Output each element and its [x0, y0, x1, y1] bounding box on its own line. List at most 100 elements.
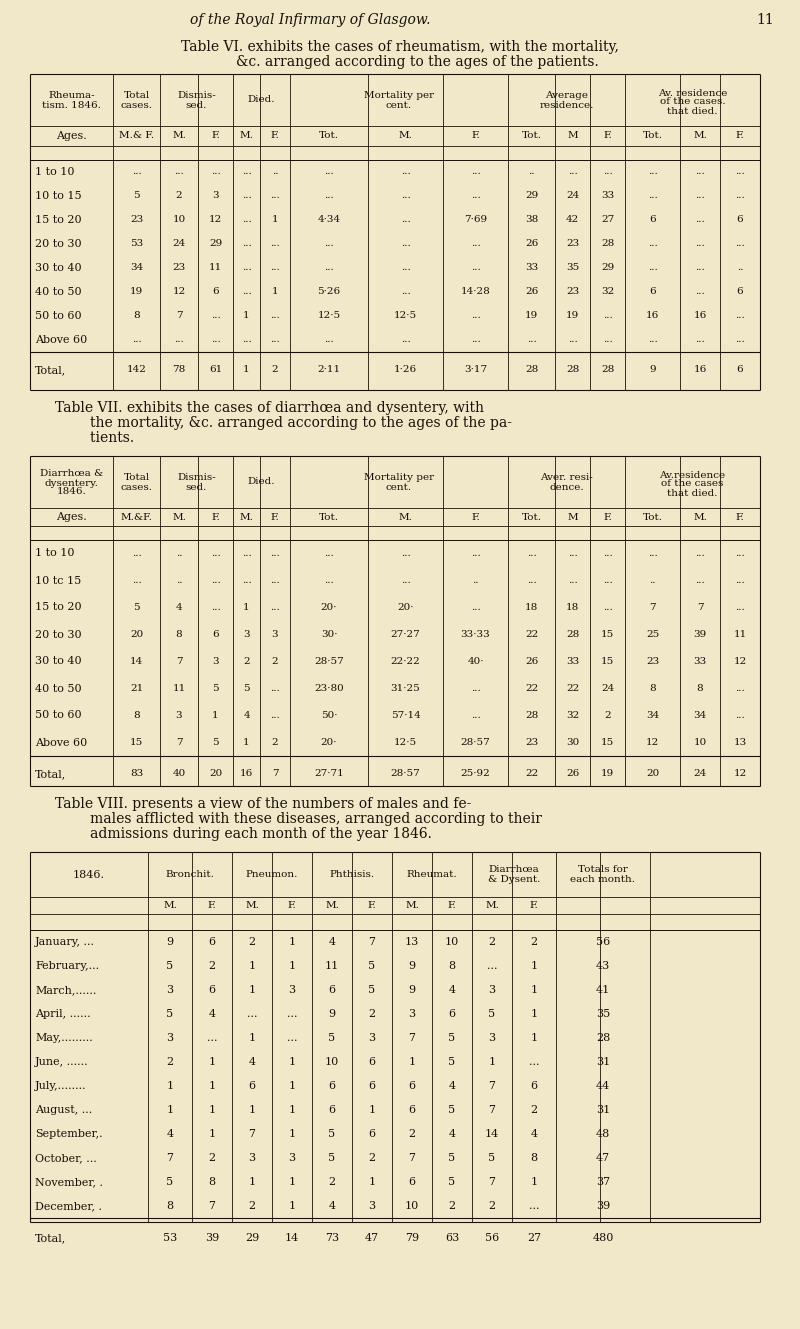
Text: M.: M. [405, 901, 419, 910]
Text: 6: 6 [209, 937, 215, 948]
Text: that died.: that died. [667, 106, 718, 116]
Text: sed.: sed. [186, 482, 207, 492]
Text: 1: 1 [289, 1104, 295, 1115]
Text: 5: 5 [489, 1009, 495, 1019]
Text: 10 tc 15: 10 tc 15 [35, 575, 82, 586]
Text: Dismis-: Dismis- [177, 473, 216, 482]
Text: ...: ... [735, 191, 745, 201]
Text: 20: 20 [130, 630, 143, 639]
Text: 7: 7 [489, 1104, 495, 1115]
Text: 28·57: 28·57 [390, 769, 420, 779]
Text: 39: 39 [205, 1233, 219, 1243]
Text: 83: 83 [130, 769, 143, 779]
Text: Tot.: Tot. [642, 513, 662, 521]
Text: 50 to 60: 50 to 60 [35, 311, 82, 322]
Text: 8: 8 [697, 684, 703, 692]
Text: Total: Total [123, 473, 150, 482]
Text: 1: 1 [212, 711, 219, 720]
Text: 26: 26 [525, 657, 538, 666]
Text: 4: 4 [249, 1057, 255, 1067]
Text: 15 to 20: 15 to 20 [35, 215, 82, 225]
Text: M.: M. [485, 901, 499, 910]
Text: each month.: each month. [570, 874, 635, 884]
Text: Total,: Total, [35, 365, 66, 375]
Text: 3: 3 [409, 1009, 415, 1019]
Text: ...: ... [210, 311, 220, 320]
Text: 15: 15 [601, 738, 614, 747]
Text: of the Royal Infirmary of Glasgow.: of the Royal Infirmary of Glasgow. [190, 13, 430, 27]
Text: 1846.: 1846. [57, 488, 86, 497]
Text: 38: 38 [525, 215, 538, 225]
Text: 6: 6 [530, 1080, 538, 1091]
Text: the mortality, &c. arranged according to the ages of the pa-: the mortality, &c. arranged according to… [55, 416, 512, 431]
Text: 48: 48 [596, 1130, 610, 1139]
Text: 21: 21 [130, 684, 143, 692]
Text: 3: 3 [289, 1154, 295, 1163]
Text: ...: ... [602, 335, 612, 344]
Text: ...: ... [324, 239, 334, 249]
Text: 4: 4 [329, 937, 335, 948]
Text: cent.: cent. [386, 101, 412, 109]
Text: 1846.: 1846. [73, 869, 105, 880]
Text: ...: ... [648, 263, 658, 272]
Text: 3: 3 [272, 630, 278, 639]
Text: 6: 6 [249, 1080, 255, 1091]
Text: Pneumon.: Pneumon. [246, 870, 298, 878]
Text: 1: 1 [249, 985, 255, 995]
Text: ...: ... [470, 603, 480, 611]
Text: M.: M. [693, 513, 707, 521]
Text: 43: 43 [596, 961, 610, 971]
Text: September,.: September,. [35, 1130, 102, 1139]
Text: 56: 56 [485, 1233, 499, 1243]
Text: 19: 19 [601, 769, 614, 779]
Text: 2: 2 [272, 365, 278, 375]
Text: 6: 6 [212, 630, 219, 639]
Text: ...: ... [602, 167, 612, 177]
Text: 27: 27 [527, 1233, 541, 1243]
Text: F.: F. [736, 513, 744, 521]
Text: Total: Total [123, 92, 150, 101]
Text: ...: ... [695, 335, 705, 344]
Text: 39: 39 [694, 630, 706, 639]
Text: 10: 10 [445, 937, 459, 948]
Text: ...: ... [695, 287, 705, 296]
Text: 24: 24 [601, 684, 614, 692]
Text: M.: M. [693, 132, 707, 141]
Text: ...: ... [695, 239, 705, 249]
Text: 6: 6 [329, 1080, 335, 1091]
Text: 28: 28 [525, 365, 538, 375]
Text: 2: 2 [604, 711, 611, 720]
Text: 23: 23 [525, 738, 538, 747]
Text: 3: 3 [212, 657, 219, 666]
Text: 30 to 40: 30 to 40 [35, 263, 82, 272]
Text: 6: 6 [329, 1104, 335, 1115]
Text: 2: 2 [369, 1009, 375, 1019]
Text: 3·17: 3·17 [464, 365, 487, 375]
Text: 40·: 40· [467, 657, 484, 666]
Text: 15: 15 [130, 738, 143, 747]
Text: that died.: that died. [667, 489, 718, 497]
Text: ...: ... [602, 603, 612, 611]
Text: 8: 8 [449, 961, 455, 971]
Text: 7·69: 7·69 [464, 215, 487, 225]
Text: 9: 9 [409, 961, 415, 971]
Text: Mortality per: Mortality per [364, 92, 434, 101]
Text: ...: ... [401, 215, 410, 225]
Text: 10: 10 [172, 215, 186, 225]
Text: 2: 2 [272, 657, 278, 666]
Text: 6: 6 [649, 215, 656, 225]
Text: tients.: tients. [55, 431, 134, 445]
Text: M.: M. [398, 132, 413, 141]
Text: 6: 6 [329, 985, 335, 995]
Text: F.: F. [368, 901, 376, 910]
Text: ...: ... [486, 961, 498, 971]
Text: 5: 5 [329, 1033, 335, 1043]
Text: 6: 6 [369, 1130, 375, 1139]
Text: 3: 3 [243, 630, 250, 639]
Text: 18: 18 [566, 603, 579, 611]
Text: F.: F. [603, 132, 612, 141]
Text: 19: 19 [566, 311, 579, 320]
Text: 16: 16 [694, 365, 706, 375]
Text: 7: 7 [166, 1154, 174, 1163]
Text: December, .: December, . [35, 1201, 102, 1211]
